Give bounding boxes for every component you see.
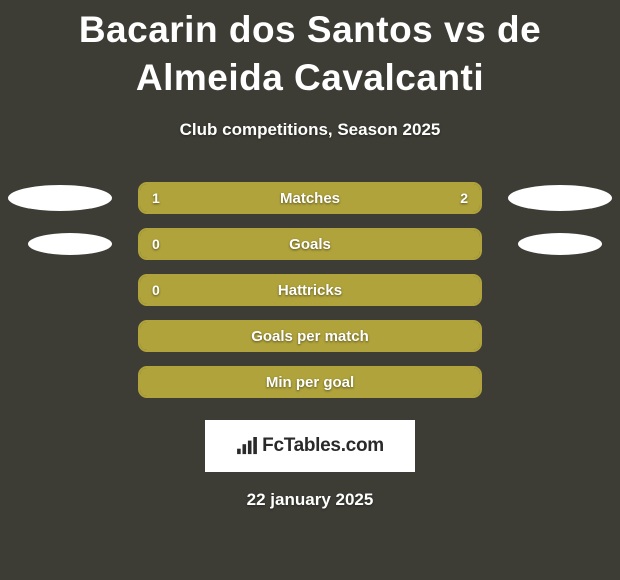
- stat-row: Goals per match: [0, 320, 620, 352]
- stat-label: Matches: [140, 184, 480, 212]
- stat-row: 0Hattricks: [0, 274, 620, 306]
- player-left-badge: [8, 185, 112, 211]
- bar-chart-icon: [236, 437, 258, 455]
- stat-rows-container: 12Matches 0Goals 0Hattricks Goals per match…: [0, 182, 620, 398]
- stat-bar: Goals per match: [138, 320, 482, 352]
- stat-bar: 12Matches: [138, 182, 482, 214]
- stat-label: Goals: [140, 230, 480, 258]
- logo-text: FcTables.com: [262, 435, 384, 457]
- stat-row: 0Goals: [0, 228, 620, 260]
- stat-label: Min per goal: [140, 368, 480, 396]
- stat-bar: Min per goal: [138, 366, 482, 398]
- player-left-badge: [28, 233, 112, 255]
- stat-bar: 0Goals: [138, 228, 482, 260]
- stat-bar: 0Hattricks: [138, 274, 482, 306]
- logo-box: FcTables.com: [205, 420, 415, 472]
- player-right-badge: [508, 185, 612, 211]
- comparison-subtitle: Club competitions, Season 2025: [0, 120, 620, 140]
- stat-label: Hattricks: [140, 276, 480, 304]
- player-right-badge: [518, 233, 602, 255]
- generation-date: 22 january 2025: [0, 490, 620, 510]
- stat-row: Min per goal: [0, 366, 620, 398]
- stat-row: 12Matches: [0, 182, 620, 214]
- stat-label: Goals per match: [140, 322, 480, 350]
- comparison-title: Bacarin dos Santos vs de Almeida Cavalca…: [0, 0, 620, 102]
